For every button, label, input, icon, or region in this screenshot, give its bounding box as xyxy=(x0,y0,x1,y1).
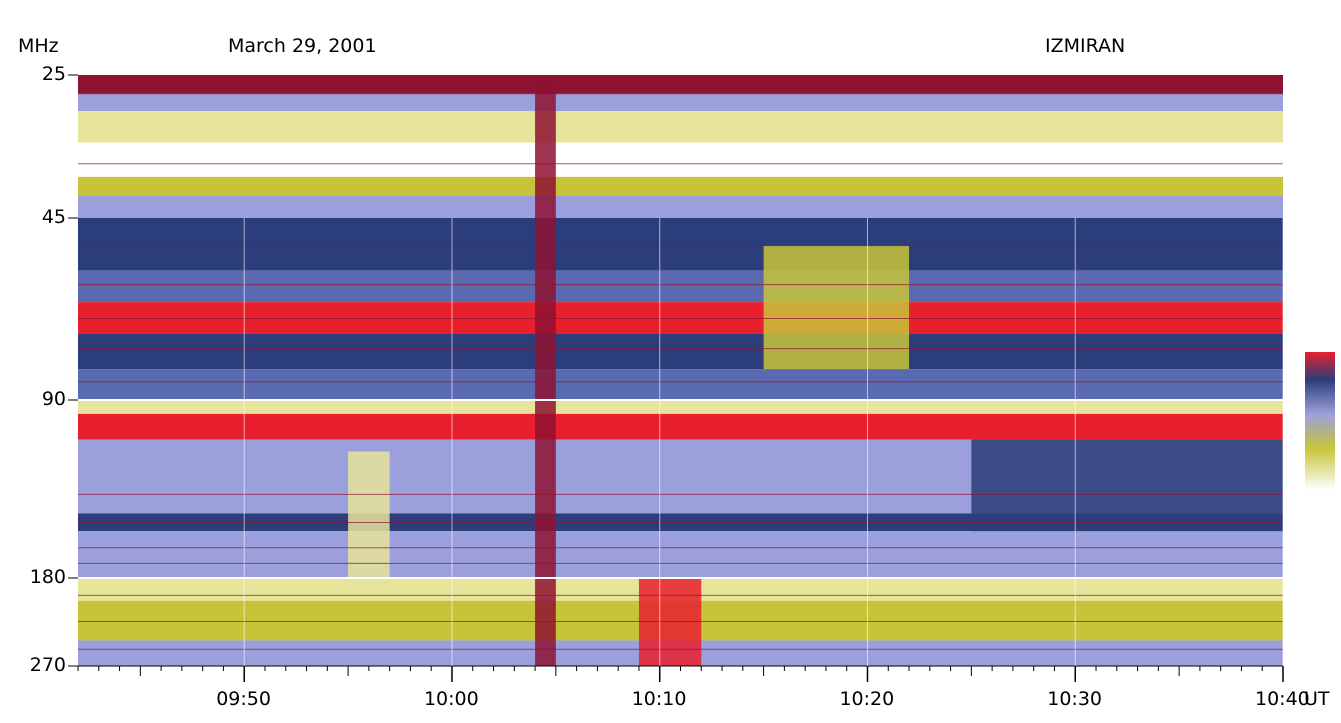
band-row xyxy=(78,195,1283,218)
band-row xyxy=(78,142,1283,177)
x-tick-label: 10:10 xyxy=(631,688,687,710)
band-row xyxy=(78,369,1283,400)
burst-event xyxy=(348,451,390,578)
interference-lines xyxy=(78,93,1283,650)
band-row xyxy=(78,111,1283,143)
x-axis-label: UT xyxy=(1304,688,1330,710)
x-tick-label: 10:20 xyxy=(839,688,895,710)
band-row xyxy=(78,413,1283,440)
burst-event xyxy=(971,439,1283,532)
unit-label: MHz xyxy=(18,35,59,57)
y-tick-label: 90 xyxy=(41,388,66,410)
band-row xyxy=(78,218,1283,271)
x-tick-label: 10:30 xyxy=(1047,688,1102,710)
observatory-label: IZMIRAN xyxy=(1045,35,1126,57)
y-tick-label: 25 xyxy=(41,63,66,85)
band-row xyxy=(78,400,1283,414)
spectrogram-bands xyxy=(78,75,1283,666)
time-axis xyxy=(68,74,1284,682)
x-tick-label: 09:50 xyxy=(216,688,271,710)
band-row xyxy=(78,531,1283,578)
burst-event xyxy=(763,245,910,370)
colorbar xyxy=(1305,352,1335,490)
band-row xyxy=(78,334,1283,370)
y-tick-label: 45 xyxy=(41,206,66,228)
y-tick-label: 270 xyxy=(29,654,66,676)
date-title: March 29, 2001 xyxy=(228,35,377,57)
burst-event xyxy=(535,75,556,666)
band-row xyxy=(78,176,1283,196)
band-row xyxy=(78,93,1283,112)
x-tick-label: 10:40 xyxy=(1255,688,1310,710)
x-tick-label: 10:00 xyxy=(423,688,479,710)
band-row xyxy=(78,75,1283,94)
band-row xyxy=(78,270,1283,303)
y-tick-label: 180 xyxy=(29,566,66,588)
